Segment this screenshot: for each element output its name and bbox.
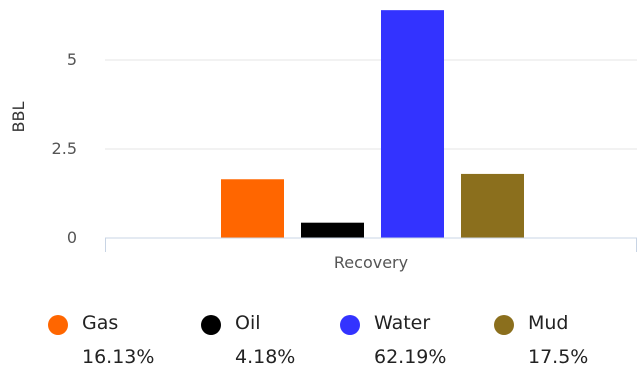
y-axis-ticks: 02.55 bbox=[52, 50, 77, 247]
bar-gas[interactable] bbox=[221, 179, 284, 238]
bars bbox=[221, 10, 524, 238]
legend-marker-oil bbox=[201, 315, 221, 335]
legend-marker-gas bbox=[48, 315, 68, 335]
legend-label-water: Water bbox=[374, 312, 431, 334]
gridlines bbox=[105, 59, 637, 150]
bar-chart: 02.55 BBL Recovery bbox=[9, 10, 637, 272]
legend-percent-oil: 4.18% bbox=[235, 346, 296, 368]
y-axis-title: BBL bbox=[9, 101, 28, 132]
y-tick-label: 0 bbox=[67, 228, 77, 247]
legend-label-mud: Mud bbox=[528, 312, 569, 334]
bar-oil[interactable] bbox=[301, 222, 364, 238]
bar-water[interactable] bbox=[381, 10, 444, 238]
bar-mud[interactable] bbox=[461, 173, 524, 238]
legend-percent-mud: 17.5% bbox=[528, 346, 589, 368]
legend-label-oil: Oil bbox=[235, 312, 261, 334]
legend-percent-water: 62.19% bbox=[374, 346, 447, 368]
legend: Gas 16.13% Oil 4.18% Water 62.19% Mud 17… bbox=[0, 312, 639, 370]
y-tick-label: 2.5 bbox=[52, 139, 77, 158]
legend-label-gas: Gas bbox=[82, 312, 119, 334]
legend-percent-gas: 16.13% bbox=[82, 346, 155, 368]
x-axis-category-label: Recovery bbox=[334, 253, 408, 272]
legend-marker-mud bbox=[494, 315, 514, 335]
y-tick-label: 5 bbox=[67, 50, 77, 69]
legend-marker-water bbox=[340, 315, 360, 335]
